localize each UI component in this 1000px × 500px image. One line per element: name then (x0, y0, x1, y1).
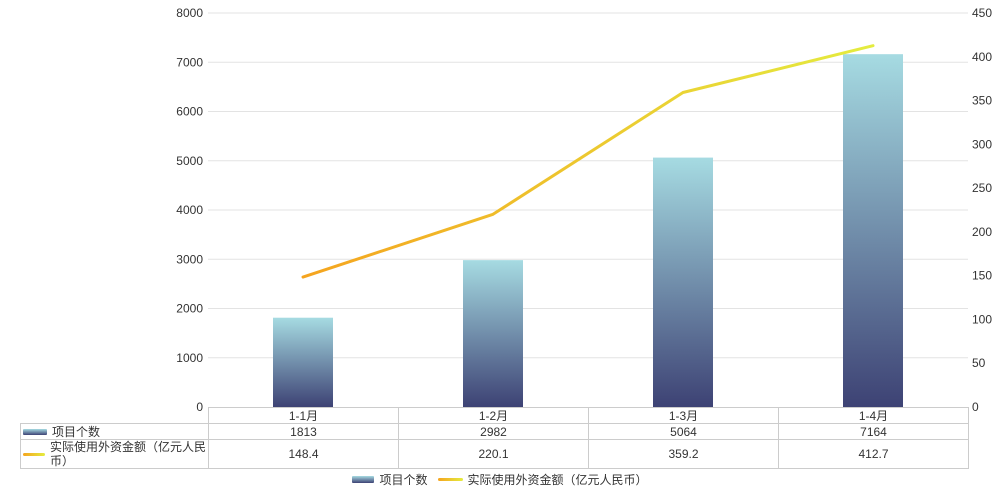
data-table: 1-1月 1-2月 1-3月 1-4月 项目个数 1813 2982 5064 7164 实际使用… (20, 407, 969, 469)
table-row: 实际使用外资金额（亿元人民币） 148.4 220.1 359.2 412.7 (20, 439, 969, 469)
right-axis-tick-label: 200 (972, 225, 992, 239)
right-axis-tick-label: 300 (972, 137, 992, 151)
left-axis-tick-label: 2000 (176, 302, 203, 316)
series-name: 项目个数 (52, 424, 101, 439)
chart-data-table: 1-1月 1-2月 1-3月 1-4月 项目个数 1813 2982 5064 7164 实际使用… (20, 407, 969, 469)
left-axis-tick-label: 5000 (176, 154, 203, 168)
left-axis-tick-label: 6000 (176, 105, 203, 119)
left-axis-tick-label: 1000 (176, 351, 203, 365)
left-axis-tick-label: 7000 (176, 55, 203, 69)
right-axis-tick-label: 0 (972, 400, 979, 414)
bar-series-swatch-icon (23, 428, 47, 435)
table-row-label: 实际使用外资金额（亿元人民币） (20, 439, 209, 469)
right-axis-tick-label: 150 (972, 269, 992, 283)
right-axis-tick-label: 450 (972, 6, 992, 20)
line-legend-swatch-icon (437, 478, 463, 481)
table-value-cell: 2982 (398, 423, 589, 440)
table-value-cell: 412.7 (778, 439, 969, 469)
legend-item-bars[interactable]: 项目个数 (352, 471, 428, 488)
legend-item-line[interactable]: 实际使用外资金额（亿元人民币） (437, 471, 648, 488)
table-value-cell: 148.4 (208, 439, 399, 469)
bar-legend-swatch-icon (352, 476, 375, 483)
bar-1-3月[interactable] (653, 157, 713, 407)
right-axis-tick-label: 250 (972, 181, 992, 195)
table-header-cell: 1-4月 (778, 407, 969, 424)
left-axis-tick-label: 0 (196, 400, 203, 414)
table-header-cell: 1-3月 (588, 407, 779, 424)
bar-1-2月[interactable] (463, 260, 523, 407)
line-series-swatch-icon (23, 452, 45, 456)
table-value-cell: 5064 (588, 423, 779, 440)
legend: 项目个数 实际使用外资金额（亿元人民币） (0, 471, 1000, 488)
table-header-cell: 1-1月 (208, 407, 399, 424)
combo-chart: 0 1000 2000 3000 4000 5000 6000 7000 8000 0 50 100 1… (176, 6, 992, 414)
table-row-label: 项目个数 (20, 423, 209, 440)
table-value-cell: 220.1 (398, 439, 589, 469)
right-axis-tick-label: 350 (972, 94, 992, 108)
investment-line[interactable] (301, 44, 875, 279)
right-axis-tick-label: 400 (972, 50, 992, 64)
series-name: 实际使用外资金额（亿元人民币） (49, 440, 206, 468)
table-value-cell: 359.2 (588, 439, 779, 469)
left-axis-tick-label: 8000 (176, 6, 203, 20)
table-row: 项目个数 1813 2982 5064 7164 (20, 423, 969, 440)
left-axis-tick-label: 4000 (176, 203, 203, 217)
legend-label: 实际使用外资金额（亿元人民币） (467, 473, 648, 487)
right-axis-tick-label: 50 (972, 356, 986, 370)
bar-1-1月[interactable] (273, 317, 333, 407)
table-value-cell: 7164 (778, 423, 969, 440)
left-axis-tick-label: 3000 (176, 252, 203, 266)
table-header-cell: 1-2月 (398, 407, 589, 424)
bar-1-4月[interactable] (843, 54, 903, 407)
right-axis-tick-label: 100 (972, 312, 992, 326)
legend-label: 项目个数 (379, 473, 428, 487)
table-corner-blank (21, 408, 209, 424)
table-value-cell: 1813 (208, 423, 399, 440)
